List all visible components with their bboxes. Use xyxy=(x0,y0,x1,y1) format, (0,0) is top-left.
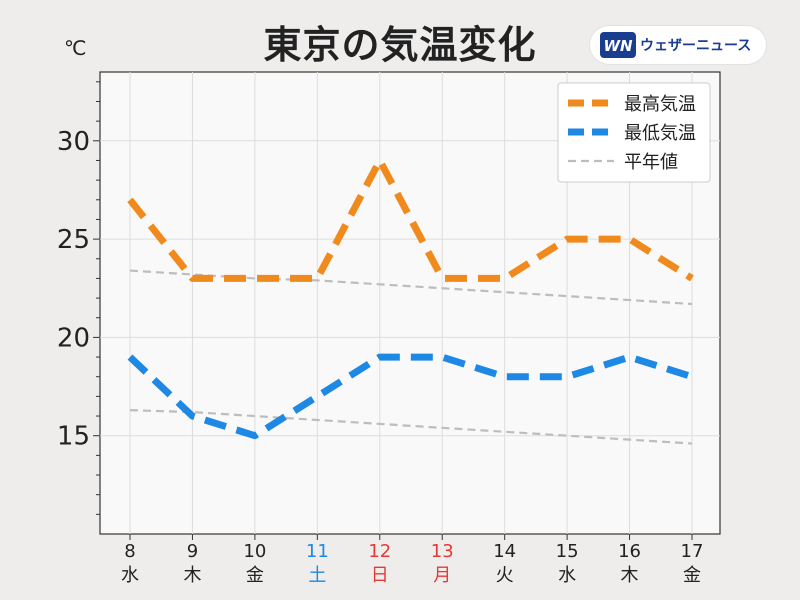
y-tick-label: 15 xyxy=(57,422,90,452)
x-tick-label-weekday: 月 xyxy=(433,565,451,586)
series-lines xyxy=(127,156,694,445)
x-tick-label-day: 12 xyxy=(368,541,391,562)
chart-title: 東京の気温変化 xyxy=(263,23,537,67)
x-tick-label-day: 11 xyxy=(306,541,329,562)
x-tick-label-weekday: 水 xyxy=(121,565,139,586)
y-tick-label: 25 xyxy=(57,225,90,255)
x-tick-label-weekday: 木 xyxy=(621,565,639,586)
weathernews-logo-icon: WN xyxy=(600,32,636,58)
x-tick-label-day: 10 xyxy=(243,541,266,562)
brand-badge: WN ウェザーニュース xyxy=(590,26,766,64)
x-tick-label-day: 14 xyxy=(493,541,516,562)
x-tick-label-day: 13 xyxy=(431,541,454,562)
y-axis-ticks: 15 20 25 30 xyxy=(57,81,100,515)
y-tick-label: 20 xyxy=(57,323,90,353)
x-axis-ticks: 8 水 9 木 10 金 11 土 12 日 13 月 14 火 15 水 16 木 17 金 xyxy=(121,534,703,586)
x-tick-label-weekday: 木 xyxy=(183,565,201,586)
legend-label: 最低気温 xyxy=(624,123,696,144)
x-tick-label-day: 8 xyxy=(124,541,135,562)
y-unit-label: ℃ xyxy=(64,36,87,60)
logo-text: WN xyxy=(603,37,633,55)
x-tick-label-day: 15 xyxy=(556,541,579,562)
x-tick-label-weekday: 火 xyxy=(496,565,514,586)
legend-box xyxy=(557,82,711,183)
legend-label: 平年値 xyxy=(624,152,678,173)
x-tick-label-weekday: 金 xyxy=(246,565,264,586)
x-tick-label-weekday: 日 xyxy=(371,565,389,586)
x-tick-label-day: 9 xyxy=(187,541,198,562)
series-line-3 xyxy=(129,409,693,445)
brand-name: ウェザーニュース xyxy=(640,38,752,54)
x-tick-label-weekday: 金 xyxy=(683,565,701,586)
series-line-2 xyxy=(129,269,693,306)
legend-label: 最高気温 xyxy=(624,94,696,115)
x-tick-label-day: 17 xyxy=(681,541,704,562)
y-tick-label: 30 xyxy=(57,127,90,157)
series-line-1 xyxy=(127,353,694,440)
x-tick-label-weekday: 土 xyxy=(308,565,326,586)
x-tick-label-weekday: 水 xyxy=(558,565,576,586)
x-tick-label-day: 16 xyxy=(618,541,641,562)
